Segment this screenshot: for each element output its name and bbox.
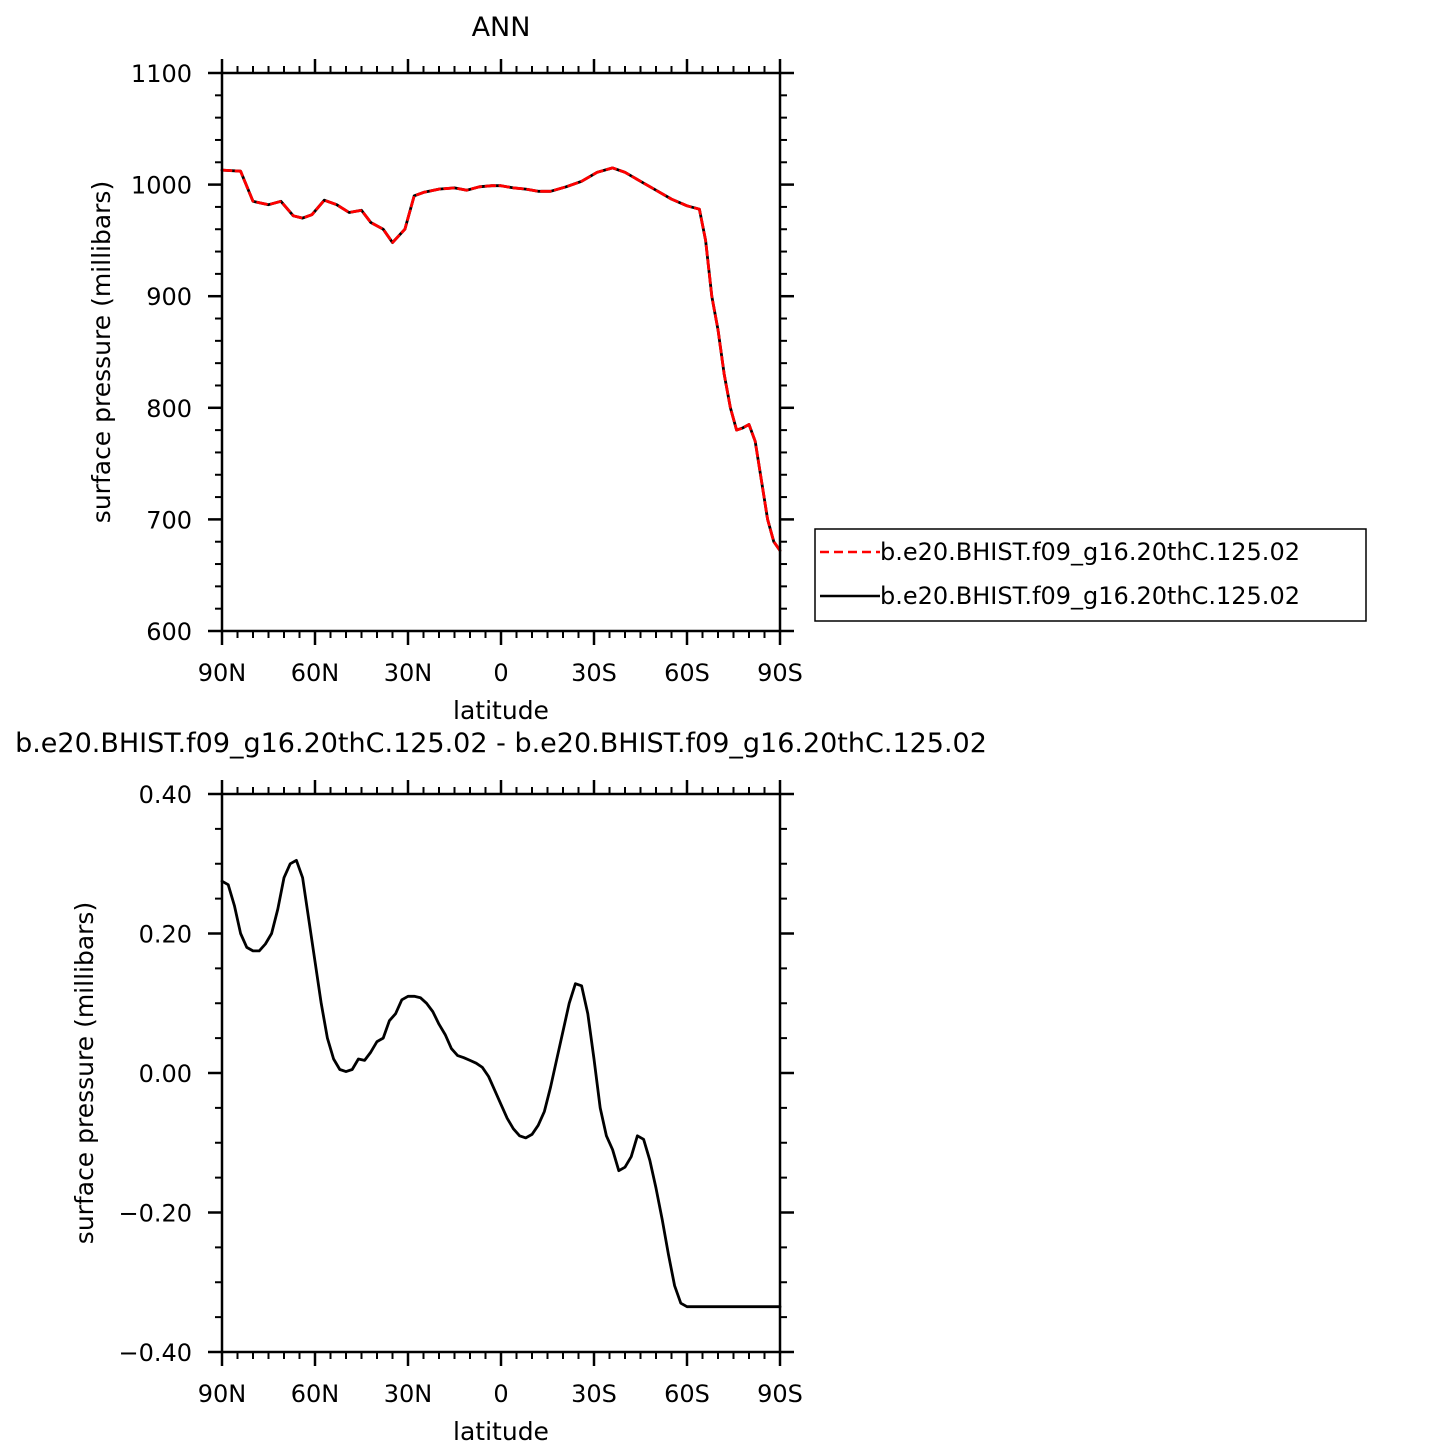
bottom-x-tick-label: 90N [198, 1380, 247, 1408]
top-y-tick-label: 600 [146, 618, 192, 646]
bottom-series-layer [220, 858, 782, 1309]
bottom-x-tick-label: 0 [493, 1380, 508, 1408]
bottom-panel: b.e20.BHIST.f09_g16.20thC.125.02 - b.e20… [15, 728, 987, 1446]
bottom-series-solid-black-line [220, 858, 782, 1309]
bottom-x-tick-label: 30S [571, 1380, 617, 1408]
top-series-solid-black-line [220, 166, 782, 552]
top-chart-title: ANN [472, 12, 531, 43]
legend-entry-2: b.e20.BHIST.f09_g16.20thC.125.02 [880, 582, 1300, 610]
bottom-x-tick-label: 90S [757, 1380, 803, 1408]
top-x-tick-label: 90S [757, 659, 803, 687]
top-x-tick-label: 90N [198, 659, 247, 687]
bottom-x-tick-label: 60S [664, 1380, 710, 1408]
legend: b.e20.BHIST.f09_g16.20thC.125.02 b.e20.B… [814, 528, 1367, 622]
top-x-axis-label: latitude [453, 696, 549, 725]
top-series-dashed-red-line [220, 166, 782, 552]
top-plot-frame [220, 71, 782, 633]
bottom-y-tick-label: 0.20 [139, 921, 192, 949]
bottom-y-axis-label: surface pressure (millibars) [70, 902, 99, 1244]
bottom-chart-title: b.e20.BHIST.f09_g16.20thC.125.02 - b.e20… [15, 728, 987, 759]
bottom-y-tick-label: −0.40 [118, 1339, 192, 1367]
bottom-x-tick-label: 60N [291, 1380, 340, 1408]
top-y-tick-label: 800 [146, 395, 192, 423]
top-y-axis-label: surface pressure (millibars) [87, 181, 116, 523]
bottom-y-tick-label: −0.20 [118, 1200, 192, 1228]
top-x-tick-label: 60S [664, 659, 710, 687]
top-x-tick-label: 30S [571, 659, 617, 687]
bottom-y-tick-label: 0.40 [139, 781, 192, 809]
legend-box [814, 528, 1367, 622]
top-x-tick-label: 30N [384, 659, 433, 687]
top-y-tick-label: 900 [146, 283, 192, 311]
top-y-tick-label: 1000 [131, 172, 192, 200]
top-y-tick-label: 700 [146, 506, 192, 534]
top-ticks-layer: 90N 60N 30N 0 30S 60S 90S 600 700 800 900 1000 1100 [131, 59, 803, 687]
bottom-x-tick-label: 30N [384, 1380, 433, 1408]
bottom-x-axis-label: latitude [453, 1417, 549, 1446]
legend-entry-1: b.e20.BHIST.f09_g16.20thC.125.02 [880, 538, 1300, 566]
top-x-tick-label: 60N [291, 659, 340, 687]
top-series-layer [220, 166, 782, 552]
top-y-tick-label: 1100 [131, 60, 192, 88]
bottom-y-tick-label: 0.00 [139, 1060, 192, 1088]
top-panel: ANN 90N 60N 30N 0 30S 60S 90S 600 700 800 900 1000 1… [87, 12, 1367, 725]
bottom-ticks-layer: 90N 60N 30N 0 30S 60S 90S −0.40 −0.20 0.00 0.20 0.4… [118, 780, 803, 1408]
bottom-plot-frame [220, 792, 782, 1354]
top-x-tick-label: 0 [493, 659, 508, 687]
